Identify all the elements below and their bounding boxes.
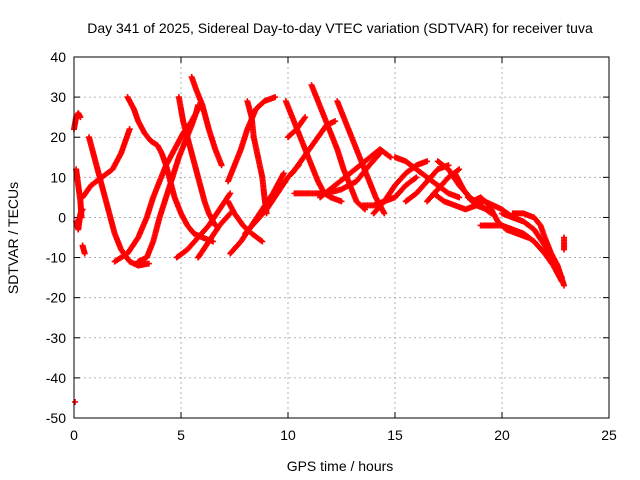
data-point-marker <box>424 158 431 165</box>
y-axis-label: SDTVAR / TECUs <box>5 182 21 294</box>
data-point-marker <box>218 162 225 169</box>
data-point-marker <box>227 190 234 197</box>
y-tick-label: -40 <box>46 370 66 386</box>
data-point-marker <box>412 175 419 182</box>
data-point-marker <box>81 250 88 257</box>
y-tick-label: 20 <box>50 129 66 145</box>
plot-frame <box>73 56 610 419</box>
data-point-marker <box>455 167 462 174</box>
grid-lines <box>74 57 609 418</box>
data-point-marker <box>561 282 568 289</box>
data-point-marker <box>386 153 393 160</box>
data-point-marker <box>413 174 420 181</box>
x-tick-label: 15 <box>387 427 403 443</box>
x-tick-label: 0 <box>70 427 78 443</box>
data-point-marker <box>226 211 233 218</box>
data-point-marker <box>79 206 86 213</box>
y-tick-label: 0 <box>58 209 66 225</box>
x-tick-label: 5 <box>177 427 185 443</box>
y-tick-label: -20 <box>46 290 66 306</box>
data-point-marker <box>456 194 463 201</box>
y-tick-label: -50 <box>46 410 66 426</box>
y-tick-label: 10 <box>50 169 66 185</box>
data-point-marker <box>338 198 345 205</box>
data-point-marker <box>77 114 84 121</box>
y-tick-label: 40 <box>50 49 66 65</box>
data-point-marker <box>258 237 265 244</box>
data-point-marker <box>456 166 463 173</box>
x-tick-label: 10 <box>280 427 296 443</box>
data-point-marker <box>561 246 568 253</box>
y-tick-label: 30 <box>50 89 66 105</box>
y-tick-label: -10 <box>46 250 66 266</box>
data-point-marker <box>272 94 279 101</box>
data-point-marker <box>332 118 339 125</box>
data-point-marker <box>145 260 152 267</box>
data-point-marker <box>72 398 79 405</box>
axis-ticks: -50 -40 -30 -20 -10 0 10 20 30 40 0 5 10 15 20 25 <box>46 49 617 443</box>
data-point-marker <box>280 170 287 177</box>
chart-title: Day 341 of 2025, Sidereal Day-to-day VTE… <box>87 20 593 36</box>
x-tick-label: 25 <box>601 427 617 443</box>
x-tick-label: 20 <box>494 427 510 443</box>
data-point-marker <box>259 238 266 245</box>
x-axis-label: GPS time / hours <box>287 458 394 474</box>
y-tick-label: -30 <box>46 330 66 346</box>
data-points <box>71 74 568 405</box>
data-point-marker <box>302 114 309 121</box>
data-point-marker <box>381 210 388 217</box>
data-point-marker <box>126 126 133 133</box>
